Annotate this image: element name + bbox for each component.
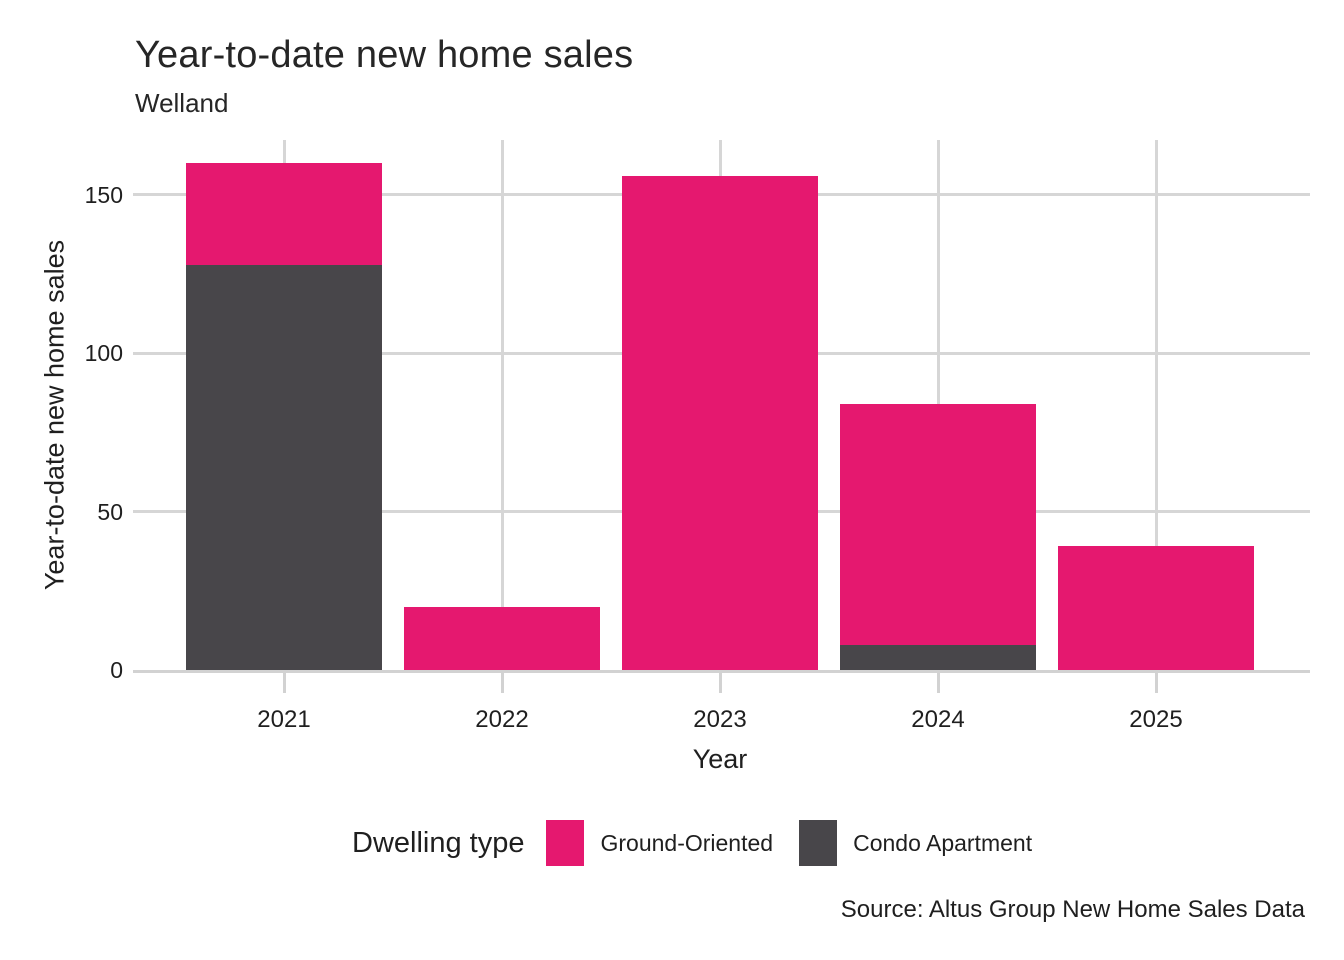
x-tick-mark	[282, 673, 286, 693]
bar-segment-2021-condo-apartment	[186, 264, 382, 670]
x-tick-mark	[936, 673, 940, 693]
bar-segment-2025-ground-oriented	[1058, 546, 1254, 670]
legend: Dwelling type Ground-Oriented Condo Apar…	[352, 818, 1058, 868]
legend-item-label: Ground-Oriented	[600, 829, 774, 856]
condo-apartment-swatch-icon	[799, 820, 838, 866]
x-axis-line	[133, 670, 1310, 673]
x-tick-label: 2025	[1129, 706, 1183, 733]
x-tick-mark	[1154, 673, 1158, 693]
v-gridline	[500, 140, 504, 670]
y-tick-label: 150	[84, 181, 123, 208]
x-axis-title: Year	[692, 744, 748, 774]
y-tick-label: 50	[97, 498, 123, 525]
chart-subtitle: Welland	[135, 88, 229, 118]
chart-title: Year-to-date new home sales	[135, 34, 634, 76]
y-tick-label: 0	[110, 657, 123, 683]
v-gridline	[1154, 140, 1158, 670]
bar-segment-2022-ground-oriented	[404, 606, 600, 670]
y-tick-label: 100	[84, 340, 123, 367]
x-tick-label: 2023	[693, 706, 747, 733]
bar-segment-2024-ground-oriented	[840, 403, 1036, 645]
x-tick-label: 2024	[911, 706, 965, 733]
legend-item-condo-apartment: Condo Apartment	[799, 820, 1032, 866]
x-tick-label: 2021	[257, 706, 311, 733]
bar-segment-2021-ground-oriented	[186, 163, 382, 265]
legend-item-label: Condo Apartment	[853, 829, 1033, 856]
y-axis-label: Year-to-date new home sales	[39, 239, 70, 591]
legend-title: Dwelling type	[352, 826, 525, 859]
x-tick-mark	[718, 673, 722, 693]
ground-oriented-swatch-icon	[546, 820, 585, 866]
bar-segment-2023-ground-oriented	[622, 175, 818, 670]
source-credit: Source: Altus Group New Home Sales Data	[840, 896, 1305, 923]
x-tick-label: 2022	[475, 706, 529, 733]
bar-segment-2024-condo-apartment	[840, 644, 1036, 670]
legend-item-ground-oriented: Ground-Oriented	[546, 820, 773, 866]
x-tick-mark	[500, 673, 504, 693]
